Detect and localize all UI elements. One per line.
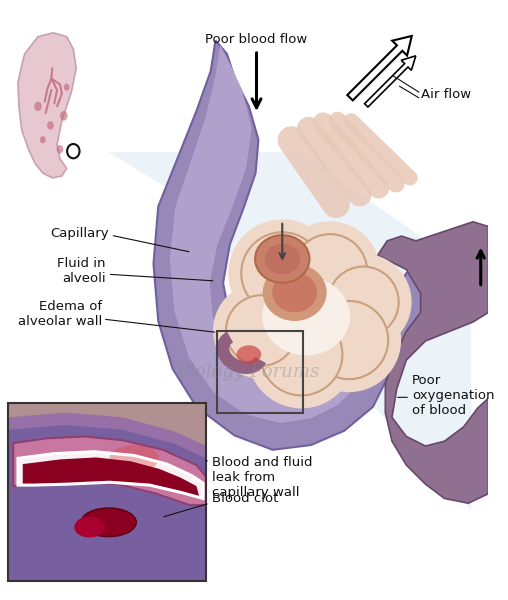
Ellipse shape — [241, 232, 323, 314]
Ellipse shape — [64, 83, 70, 91]
Ellipse shape — [74, 517, 105, 538]
Ellipse shape — [272, 272, 317, 313]
FancyArrowPatch shape — [338, 121, 396, 184]
Ellipse shape — [328, 266, 399, 337]
Ellipse shape — [260, 313, 342, 395]
Polygon shape — [18, 33, 76, 178]
Ellipse shape — [255, 235, 309, 283]
Polygon shape — [18, 452, 203, 499]
FancyArrow shape — [365, 56, 416, 107]
Ellipse shape — [34, 101, 42, 111]
FancyArrowPatch shape — [323, 123, 379, 188]
Text: Edema of
alveolar wall: Edema of alveolar wall — [18, 301, 102, 328]
Ellipse shape — [263, 264, 327, 321]
Text: Poor blood flow: Poor blood flow — [205, 33, 308, 46]
Polygon shape — [13, 436, 206, 505]
Ellipse shape — [47, 121, 54, 130]
Text: Poor
oxygenation
of blood: Poor oxygenation of blood — [412, 374, 495, 417]
Polygon shape — [23, 457, 199, 497]
Polygon shape — [9, 425, 206, 581]
Ellipse shape — [56, 145, 64, 154]
FancyArrowPatch shape — [292, 140, 336, 204]
Ellipse shape — [81, 508, 136, 536]
Ellipse shape — [265, 244, 300, 274]
FancyArrowPatch shape — [351, 121, 410, 178]
Ellipse shape — [293, 234, 367, 308]
Polygon shape — [153, 40, 483, 450]
Text: Fluid in
alveoli: Fluid in alveoli — [57, 257, 106, 286]
Text: Biology-Forums: Biology-Forums — [176, 362, 320, 380]
Ellipse shape — [60, 111, 68, 121]
Polygon shape — [377, 222, 488, 503]
Text: Blood clot: Blood clot — [212, 492, 278, 505]
Ellipse shape — [40, 136, 46, 143]
Polygon shape — [170, 45, 371, 423]
Ellipse shape — [237, 346, 261, 364]
Polygon shape — [9, 413, 206, 581]
FancyArrow shape — [347, 36, 412, 100]
Text: Capillary: Capillary — [50, 227, 109, 240]
FancyArrowPatch shape — [309, 128, 360, 195]
Ellipse shape — [226, 295, 297, 366]
Ellipse shape — [310, 301, 388, 379]
Text: Blood and fluid
leak from
capillary wall: Blood and fluid leak from capillary wall — [212, 455, 312, 499]
Polygon shape — [9, 403, 206, 581]
Ellipse shape — [262, 277, 350, 355]
Ellipse shape — [110, 445, 159, 472]
Polygon shape — [109, 152, 471, 510]
Text: Air flow: Air flow — [421, 88, 471, 101]
